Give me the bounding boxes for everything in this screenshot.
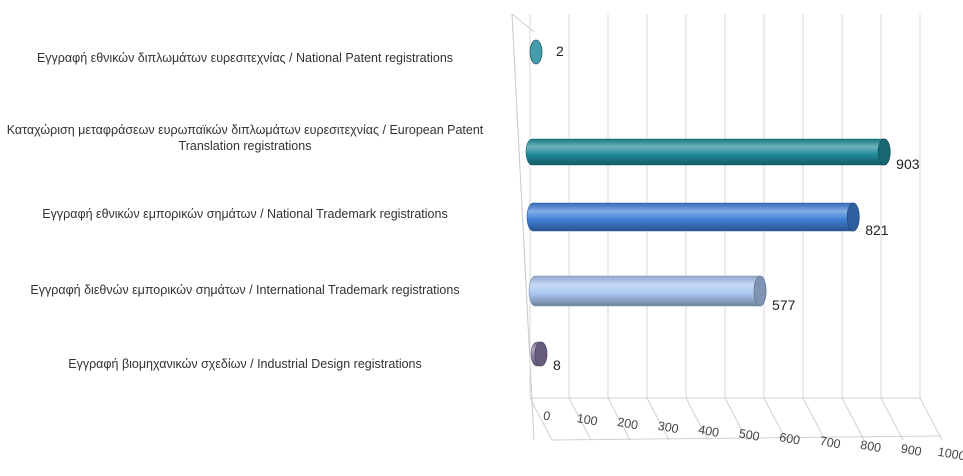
category-label: Εγγραφή εθνικών διπλωμάτων ευρεσιτεχνίας… bbox=[36, 51, 454, 65]
bar-end-cap bbox=[877, 138, 891, 166]
data-labels: 2 903 821 577 8 bbox=[553, 43, 920, 373]
x-axis-ticks: 0 100 200 300 400 500 600 700 800 900 1000 bbox=[542, 409, 963, 464]
bar bbox=[525, 138, 891, 166]
x-tick-label: 600 bbox=[778, 430, 801, 447]
floor-gridline bbox=[529, 397, 553, 441]
category-label: Εγγραφή εθνικών εμπορικών σημάτων / Nati… bbox=[42, 207, 448, 221]
x-tick-label: 200 bbox=[616, 415, 639, 432]
data-label: 821 bbox=[865, 222, 889, 238]
x-tick-label: 500 bbox=[738, 426, 761, 443]
floor-gridline bbox=[919, 397, 943, 441]
wall-edge bbox=[511, 13, 535, 33]
x-tick-label: 0 bbox=[542, 409, 551, 424]
data-label: 577 bbox=[772, 297, 796, 313]
floor-gridline bbox=[802, 397, 826, 441]
bars bbox=[525, 39, 891, 367]
floor-gridline bbox=[646, 397, 670, 441]
floor-gridline bbox=[607, 397, 631, 441]
data-label: 903 bbox=[896, 156, 920, 172]
floor-gridline bbox=[724, 397, 748, 441]
x-tick-label: 700 bbox=[819, 434, 842, 451]
x-tick-label: 400 bbox=[697, 423, 720, 440]
bar bbox=[528, 275, 767, 307]
category-label: Εγγραφή διεθνών εμπορικών σημάτων / Inte… bbox=[30, 283, 460, 297]
floor-front-edge bbox=[551, 435, 943, 441]
bar-end-cap bbox=[529, 39, 543, 65]
category-label: Καταχώριση μεταφράσεων ευρωπαϊκών διπλωμ… bbox=[6, 123, 484, 153]
x-tick-label: 800 bbox=[859, 438, 882, 455]
x-tick-label: 900 bbox=[900, 442, 923, 459]
floor-gridline bbox=[841, 397, 865, 441]
bar-end-cap bbox=[534, 341, 548, 367]
bar bbox=[526, 202, 860, 232]
floor-gridline bbox=[685, 397, 709, 441]
x-tick-label: 300 bbox=[657, 419, 680, 436]
floor-gridline bbox=[880, 397, 904, 441]
category-label: Εγγραφή βιομηχανικών σχεδίων / Industria… bbox=[68, 357, 422, 371]
floor-gridline bbox=[763, 397, 787, 441]
bar-end-cap bbox=[846, 202, 860, 232]
bar-end-cap bbox=[753, 275, 767, 307]
data-label: 8 bbox=[553, 357, 561, 373]
data-label: 2 bbox=[556, 43, 564, 59]
x-tick-label: 100 bbox=[576, 411, 599, 428]
floor-gridline bbox=[568, 397, 592, 441]
x-tick-label: 1000 bbox=[937, 445, 963, 464]
